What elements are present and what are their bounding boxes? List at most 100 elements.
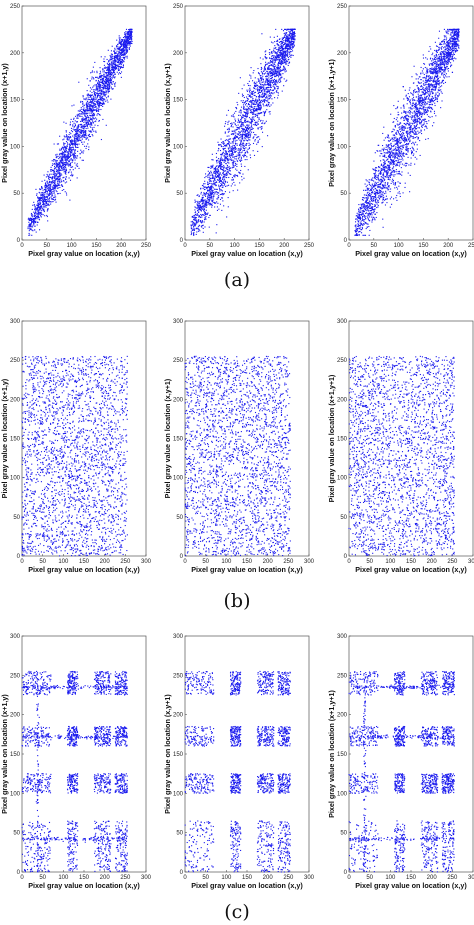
data-point (80, 132, 82, 135)
data-point (201, 206, 203, 208)
data-point (123, 49, 126, 51)
data-point (116, 50, 118, 52)
data-point (77, 114, 79, 116)
data-point (101, 96, 103, 99)
data-point (98, 119, 100, 122)
data-point (93, 108, 95, 111)
data-point (32, 221, 34, 223)
data-point (54, 172, 56, 174)
data-point (105, 81, 107, 84)
data-point (216, 162, 218, 164)
data-point (233, 116, 235, 118)
data-point (123, 47, 125, 49)
data-point (277, 82, 279, 84)
data-point (276, 42, 278, 45)
data-point (253, 108, 255, 110)
data-point (197, 230, 199, 232)
data-point (102, 78, 104, 80)
data-point (197, 226, 199, 228)
data-point (233, 165, 235, 167)
data-point (72, 146, 74, 148)
data-point (43, 198, 45, 200)
data-point (49, 187, 51, 189)
data-point (244, 120, 246, 122)
data-point (262, 89, 264, 91)
data-point (248, 137, 250, 139)
data-point (118, 51, 120, 53)
data-point (277, 47, 280, 49)
data-point (274, 52, 276, 54)
data-point (127, 33, 129, 36)
data-point (81, 152, 83, 154)
data-point (198, 195, 200, 197)
data-point (275, 69, 277, 71)
data-point (224, 159, 226, 161)
data-point (227, 109, 229, 111)
data-point (110, 64, 112, 66)
data-point (276, 40, 278, 42)
data-point (93, 93, 95, 95)
data-point (210, 177, 212, 180)
data-point (107, 83, 109, 86)
data-point (68, 153, 70, 155)
data-point (60, 167, 62, 169)
data-point (196, 227, 198, 229)
data-point (53, 182, 55, 184)
data-point (128, 29, 130, 31)
data-point (121, 51, 123, 53)
data-point (272, 93, 274, 95)
data-point (122, 43, 124, 45)
data-point (55, 175, 57, 177)
data-point (120, 42, 122, 44)
data-point (125, 47, 127, 49)
data-point (114, 65, 116, 67)
data-point (83, 135, 85, 137)
data-point (49, 183, 51, 186)
data-point (211, 206, 213, 208)
data-point (227, 131, 229, 133)
data-point (277, 80, 279, 82)
data-point (262, 96, 264, 98)
data-point (54, 176, 56, 178)
data-point (205, 209, 207, 211)
data-point (106, 68, 108, 70)
data-point (92, 101, 94, 104)
data-point (128, 41, 131, 43)
data-point (244, 115, 246, 117)
data-point (73, 156, 75, 158)
data-point (41, 206, 43, 208)
data-point (278, 50, 280, 52)
data-point (260, 63, 262, 65)
data-point (62, 180, 64, 182)
data-point (47, 199, 49, 201)
data-point (116, 44, 119, 46)
data-point (101, 80, 104, 82)
data-point (243, 128, 245, 130)
data-point (242, 129, 244, 131)
data-point (257, 88, 259, 90)
data-point (76, 137, 79, 139)
data-point (70, 140, 72, 142)
data-point (131, 38, 133, 40)
data-point (91, 104, 93, 106)
data-point (209, 177, 211, 179)
data-point (253, 118, 255, 120)
data-point (245, 100, 247, 102)
data-point (125, 46, 127, 48)
data-point (113, 67, 115, 69)
data-point (285, 58, 287, 60)
data-point (240, 120, 242, 122)
data-point (267, 81, 269, 83)
data-point (108, 72, 110, 74)
data-point (279, 52, 281, 54)
data-point (48, 201, 50, 203)
data-point (66, 161, 68, 163)
data-point (99, 76, 101, 78)
data-point (39, 205, 41, 207)
data-point (43, 188, 46, 190)
data-point (196, 222, 198, 224)
data-point (231, 150, 233, 152)
data-point (252, 72, 254, 74)
data-point (39, 199, 41, 201)
data-point (270, 64, 272, 66)
